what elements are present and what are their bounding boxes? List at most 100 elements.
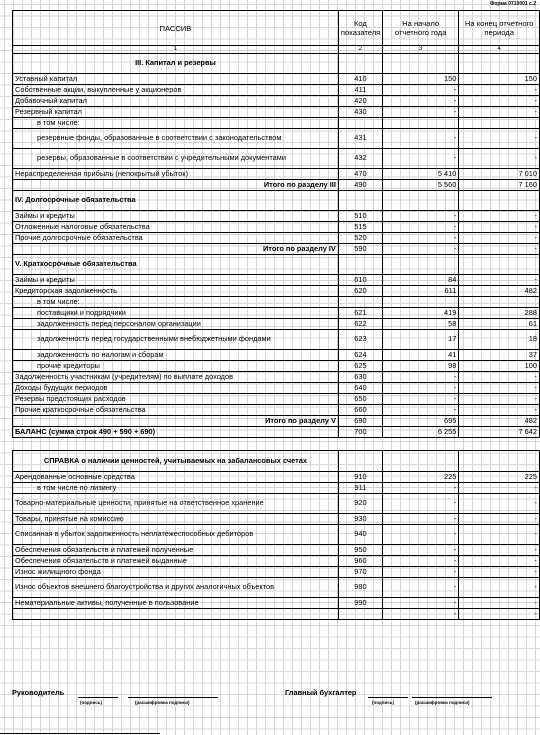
row-code: 515	[337, 221, 383, 233]
start-cell	[381, 53, 460, 74]
row-label: Отложенные налоговые обязательства	[12, 221, 339, 233]
table-row: в том числе по лизингу 911- -	[12, 482, 540, 494]
end-cell	[458, 254, 540, 275]
row-start-value: -	[381, 243, 460, 255]
table-row: Собственные акции, выкупленные у акционе…	[12, 84, 540, 96]
table-row: Обеспечения обязательств и платежей выда…	[12, 555, 540, 567]
end-cell	[458, 190, 540, 211]
row-start-value: -	[381, 577, 460, 598]
row-code: 431	[337, 128, 383, 149]
accountant-name-caption: (расшифровка подписи)	[415, 700, 470, 705]
row-start-value: -	[381, 84, 460, 96]
row-label: Резервный капитал	[12, 106, 339, 118]
table-row: Износ объектов внешнего благоустройства …	[12, 577, 540, 598]
row-label: поставщики и подрядчики	[12, 307, 339, 319]
row-start-value: -	[381, 555, 460, 567]
row-end-value: -	[458, 608, 540, 620]
row-end-value: 150	[458, 73, 540, 85]
row-start-value: -	[381, 232, 460, 244]
accountant-label: Главный бухгалтер	[285, 688, 357, 697]
row-label: прочие кредиторы	[12, 360, 339, 372]
row-code: 640	[337, 382, 383, 394]
row-start-value: 98	[381, 360, 460, 372]
row-start-value: -	[381, 128, 460, 149]
row-start-value: 611	[381, 285, 460, 297]
section-title: V. Краткосрочные обязательства	[12, 254, 339, 275]
row-end-value: -	[458, 274, 540, 286]
row-code: 650	[337, 393, 383, 405]
row-code: 510	[337, 210, 383, 222]
total-row: Итого по разделу IV 590- -	[12, 243, 540, 255]
total-row: Итого по разделу V 690 695 482	[12, 415, 540, 427]
table-row: Кредиторская задолженность 620 611 482	[12, 285, 540, 297]
row-label: Прочие краткосрочные обязательства	[12, 404, 339, 416]
accountant-signature-caption: (подпись)	[372, 700, 395, 705]
section-row: V. Краткосрочные обязательства	[12, 254, 540, 275]
director-label: Руководитель	[12, 688, 65, 697]
row-end-value: -	[458, 544, 540, 556]
row-start-value: -	[381, 371, 460, 383]
row-label: Итого по разделу IV	[12, 243, 339, 255]
row-code: 432	[337, 148, 383, 169]
start-cell	[381, 296, 460, 308]
row-start-value: -	[381, 393, 460, 405]
row-end-value: -	[458, 382, 540, 394]
row-start-value: 6 255	[381, 426, 460, 438]
row-end-value: -	[458, 566, 540, 578]
note-row: в том числе:	[12, 117, 540, 129]
spravka-title: СПРАВКА о наличии ценностей, учитываемых…	[12, 450, 339, 472]
row-label: Уставный капитал	[12, 73, 339, 85]
row-label: Нематериальные активы, полученные в поль…	[12, 597, 339, 609]
table-row: задолженность по налогам и сборам 624 41 37	[12, 349, 540, 361]
row-start-value: -	[381, 608, 460, 620]
row-label: Износ жилищного фонда	[12, 566, 339, 578]
row-start-value: -	[381, 524, 460, 545]
row-end-value: -	[458, 210, 540, 222]
row-end-value: -	[458, 148, 540, 169]
row-code: 520	[337, 232, 383, 244]
section-title: III. Капитал и резервы	[12, 53, 339, 74]
row-code: 470	[337, 168, 383, 180]
row-end-value: -	[458, 232, 540, 244]
row-code: 430	[337, 106, 383, 118]
row-label: Товарно-материальные ценности, принятые …	[12, 493, 339, 514]
code-cell	[337, 296, 383, 308]
row-label: Задолженность участникам (учредителям) п…	[12, 371, 339, 383]
row-code: 990	[337, 597, 383, 609]
table-row: Нераспределенная прибыль (непокрытый убы…	[12, 168, 540, 180]
table-row: прочие кредиторы 625 98 100	[12, 360, 540, 372]
table-row: Резервы предстоящих расходов 650- -	[12, 393, 540, 405]
row-start-value: -	[381, 404, 460, 416]
code-cell	[337, 53, 383, 74]
table-row: Доходы будущих периодов 640- -	[12, 382, 540, 394]
row-end-value: 7 160	[458, 179, 540, 191]
row-label: Кредиторская задолженность	[12, 285, 339, 297]
row-start-value: -	[381, 382, 460, 394]
start-cell	[381, 117, 460, 129]
row-label: Обеспечения обязательств и платежей полу…	[12, 544, 339, 556]
row-code: 621	[337, 307, 383, 319]
row-end-value: 225	[458, 471, 540, 483]
column-numbers-row: 1 2 3 4	[12, 45, 540, 54]
row-label: резервы, образованные в соответствии с у…	[12, 148, 339, 169]
row-end-value: 37	[458, 349, 540, 361]
row-code: 622	[337, 318, 383, 330]
row-label: резервные фонды, образованные в соответс…	[12, 128, 339, 149]
start-cell	[381, 254, 460, 275]
code-cell	[337, 190, 383, 211]
row-code: 625	[337, 360, 383, 372]
table-row: --	[12, 608, 540, 620]
row-label: Собственные акции, выкупленные у акционе…	[12, 84, 339, 96]
row-code: 970	[337, 566, 383, 578]
row-code: 620	[337, 285, 383, 297]
director-signature-caption: (подпись)	[80, 700, 103, 705]
row-end-value: 7 642	[458, 426, 540, 438]
row-code	[337, 608, 383, 620]
table-row: Прочие долгосрочные обязательства 520- -	[12, 232, 540, 244]
row-code: 930	[337, 513, 383, 525]
spravka-title-row: СПРАВКА о наличии ценностей, учитываемых…	[12, 450, 540, 472]
header-liabilities: ПАССИВ	[12, 10, 339, 46]
row-end-value: -	[458, 597, 540, 609]
liabilities-table: ПАССИВ Код показателя На начало отчетног…	[12, 10, 540, 620]
gap-cell	[13, 438, 540, 451]
